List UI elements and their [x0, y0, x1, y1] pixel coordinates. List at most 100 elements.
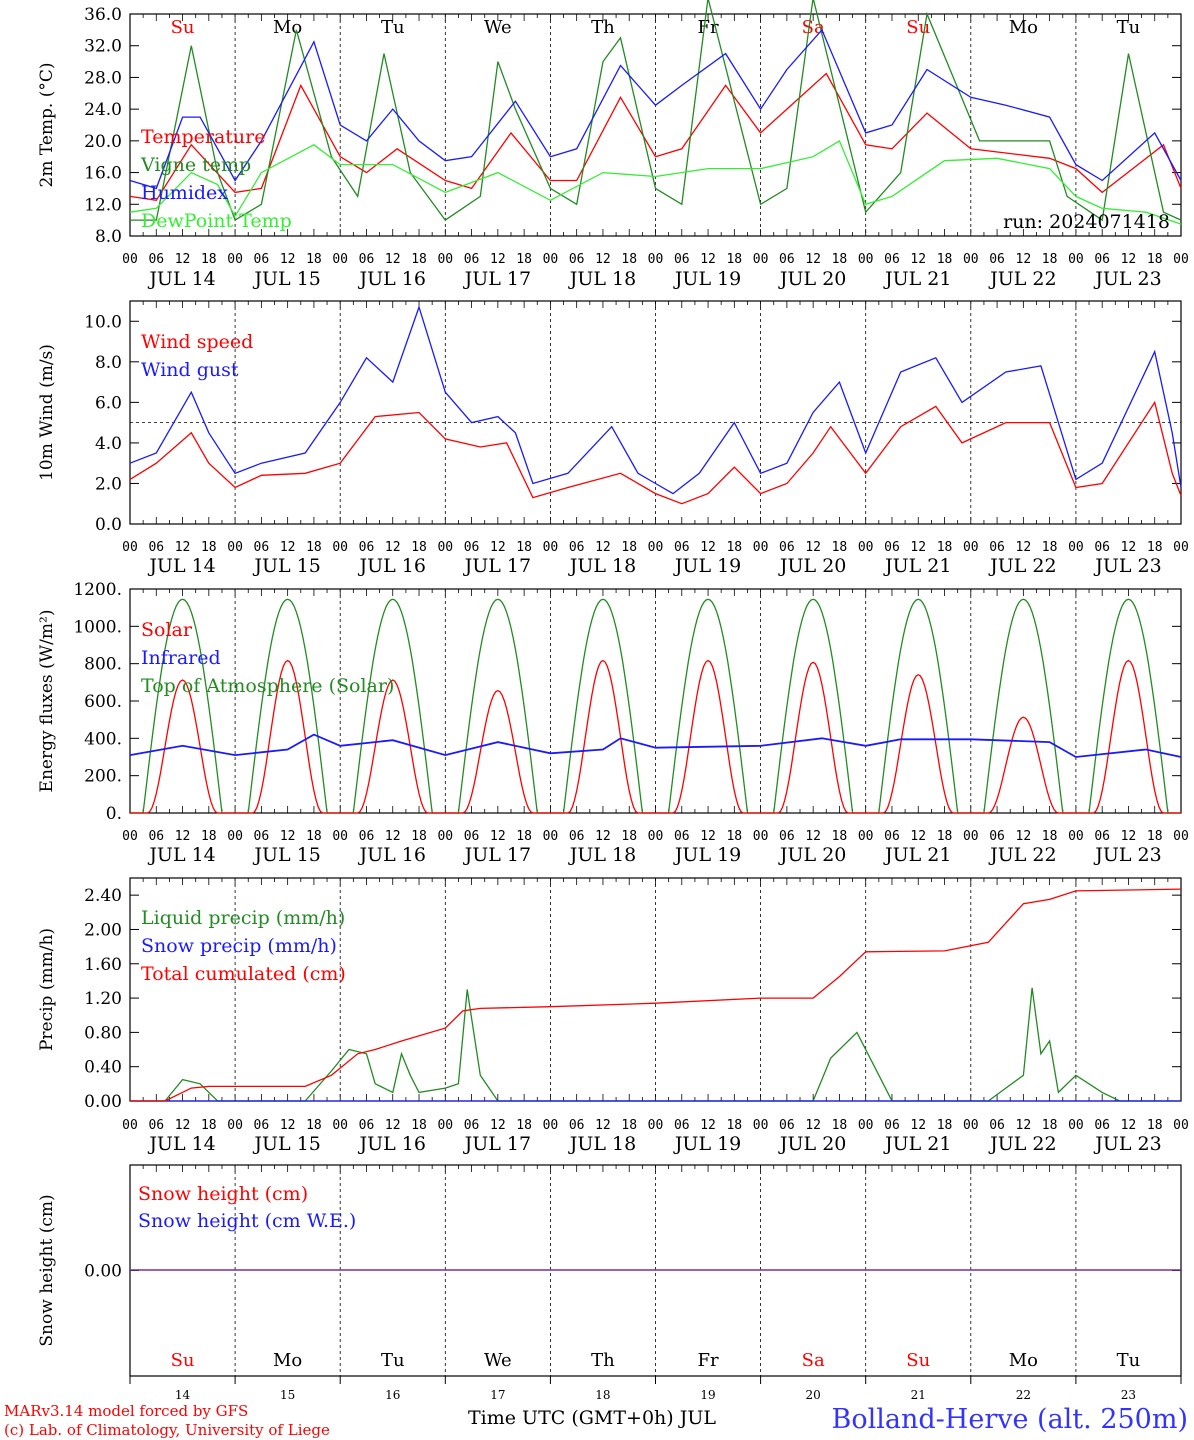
- hour-label: 06: [1094, 1118, 1110, 1133]
- hour-label: 00: [648, 540, 664, 555]
- hour-label: 18: [832, 829, 848, 844]
- y-tick-label: 200.: [84, 767, 122, 787]
- y-tick-label: 1.20: [84, 989, 122, 1009]
- series-line-solar: [130, 659, 1181, 814]
- legend-entry: DewPoint Temp: [141, 210, 292, 232]
- day-number-label: 22: [1016, 1388, 1031, 1402]
- hour-label: 00: [1068, 252, 1084, 267]
- hour-label: 12: [1016, 1118, 1032, 1133]
- weekday-label: Sa: [802, 1350, 825, 1371]
- hour-label: 18: [832, 252, 848, 267]
- y-tick-label: 12.0: [84, 195, 122, 215]
- hour-label: 18: [516, 829, 532, 844]
- y-tick-label: 36.0: [84, 5, 122, 25]
- hour-label: 00: [227, 829, 243, 844]
- hour-label: 00: [122, 829, 138, 844]
- hour-label: 12: [280, 540, 296, 555]
- day-number-label: 21: [911, 1388, 926, 1402]
- hour-label: 12: [1016, 540, 1032, 555]
- date-label: JUL 19: [673, 844, 741, 866]
- date-label: JUL 22: [988, 555, 1056, 577]
- date-label: JUL 17: [463, 555, 531, 577]
- hour-label: 18: [937, 829, 953, 844]
- hour-label: 06: [359, 829, 375, 844]
- hour-label: 06: [569, 829, 585, 844]
- y-axis-title: Energy fluxes (W/m²): [37, 610, 57, 793]
- hour-label: 00: [332, 540, 348, 555]
- date-label: JUL 19: [673, 555, 741, 577]
- y-tick-label: 0.40: [84, 1058, 122, 1078]
- y-tick-label: 0.80: [84, 1023, 122, 1043]
- station-name: Bolland-Herve (alt. 250m): [832, 1404, 1188, 1435]
- hour-label: 06: [989, 252, 1005, 267]
- y-tick-label: 0.00: [84, 1092, 122, 1112]
- hour-label: 00: [858, 540, 874, 555]
- hour-label: 18: [411, 829, 427, 844]
- legend-entry: Humidex: [141, 182, 228, 204]
- weekday-label: Tu: [381, 1350, 405, 1371]
- date-label: JUL 17: [463, 1133, 531, 1155]
- y-axis-title: 10m Wind (m/s): [37, 344, 57, 481]
- hour-label: 18: [411, 1118, 427, 1133]
- hour-label: 12: [595, 1118, 611, 1133]
- weekday-label: Fr: [698, 1350, 719, 1371]
- hour-label: 06: [1094, 829, 1110, 844]
- copyright: (c) Lab. of Climatology, University of L…: [4, 1421, 330, 1439]
- hour-label: 12: [1016, 252, 1032, 267]
- hour-label: 12: [490, 252, 506, 267]
- hour-label: 00: [227, 1118, 243, 1133]
- hour-label: 06: [884, 1118, 900, 1133]
- y-tick-label: 0.0: [95, 515, 122, 535]
- legend-entry: Top of Atmosphere (Solar): [141, 675, 394, 697]
- hour-label: 00: [1068, 1118, 1084, 1133]
- hour-label: 00: [858, 1118, 874, 1133]
- hour-label: 12: [1016, 829, 1032, 844]
- run-annotation: run: 2024071418: [1003, 211, 1170, 233]
- weekday-label: Mo: [1009, 17, 1038, 38]
- hour-label: 12: [805, 1118, 821, 1133]
- hour-label: 00: [437, 252, 453, 267]
- hour-label: 12: [910, 829, 926, 844]
- hour-label: 18: [516, 540, 532, 555]
- hour-label: 00: [1173, 1118, 1189, 1133]
- y-axis-title: Precip (mm/h): [37, 928, 57, 1051]
- date-label: JUL 14: [147, 844, 215, 866]
- hour-label: 00: [227, 252, 243, 267]
- weekday-label: Su: [171, 1350, 195, 1371]
- day-number-label: 14: [175, 1388, 191, 1402]
- hour-label: 06: [464, 540, 480, 555]
- hour-label: 12: [700, 1118, 716, 1133]
- hour-label: 06: [254, 1118, 270, 1133]
- hour-label: 18: [937, 1118, 953, 1133]
- hour-label: 18: [621, 829, 637, 844]
- series-line-2: [129, 28, 1182, 190]
- hour-label: 00: [963, 540, 979, 555]
- hour-label: 12: [385, 252, 401, 267]
- day-number-label: 15: [280, 1388, 295, 1402]
- y-tick-label: 16.0: [84, 164, 122, 184]
- hour-label: 18: [306, 252, 322, 267]
- y-tick-label: 2.00: [84, 920, 122, 940]
- date-label: JUL 22: [988, 1133, 1056, 1155]
- hour-label: 18: [937, 252, 953, 267]
- series-line-1: [130, 0, 1182, 222]
- hour-label: 00: [332, 829, 348, 844]
- hour-label: 18: [201, 252, 217, 267]
- date-label: JUL 16: [358, 844, 426, 866]
- y-tick-label: 1000.: [73, 617, 122, 637]
- day-number-label: 19: [700, 1388, 715, 1402]
- hour-label: 06: [674, 829, 690, 844]
- hour-label: 18: [411, 252, 427, 267]
- date-label: JUL 21: [883, 268, 951, 290]
- y-tick-label: 600.: [84, 692, 122, 712]
- hour-label: 06: [674, 1118, 690, 1133]
- series-line-3: [129, 139, 1182, 225]
- hour-label: 00: [963, 1118, 979, 1133]
- legend-entry: Snow height (cm): [138, 1183, 308, 1205]
- legend-entry: Liquid precip (mm/h): [141, 907, 345, 929]
- series-line-0: [129, 400, 1182, 505]
- date-label: JUL 15: [252, 844, 320, 866]
- hour-label: 12: [910, 252, 926, 267]
- weekday-label: Tu: [1117, 1350, 1141, 1371]
